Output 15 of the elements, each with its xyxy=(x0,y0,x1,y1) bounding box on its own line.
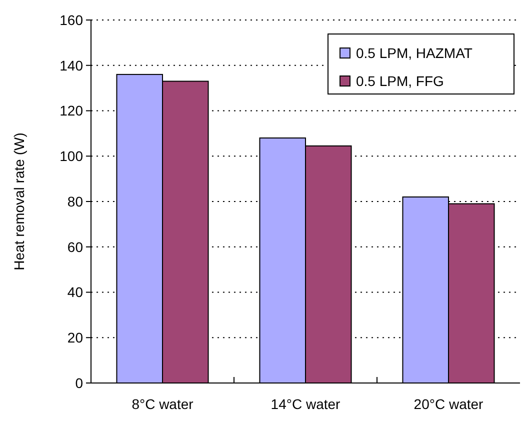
y-tick-label: 20 xyxy=(67,330,84,346)
y-tick-label: 0 xyxy=(75,374,84,391)
legend-label: 0.5 LPM, HAZMAT xyxy=(356,44,473,61)
x-tick-label: 20°C water xyxy=(414,396,484,412)
y-tick-label: 80 xyxy=(67,193,84,210)
y-axis-title: Heat removal rate (W) xyxy=(11,132,27,270)
y-tick-label: 120 xyxy=(60,102,84,119)
y-tick-label: 40 xyxy=(67,284,84,300)
y-tick-label: 160 xyxy=(60,12,84,28)
y-tick-label: 140 xyxy=(60,57,84,74)
legend-label: 0.5 LPM, FFG xyxy=(356,72,444,89)
x-tick-label: 8°C water xyxy=(132,396,194,412)
y-tick-label: 100 xyxy=(60,148,84,164)
x-tick-label: 14°C water xyxy=(270,396,341,412)
y-tick-label: 60 xyxy=(67,238,84,255)
